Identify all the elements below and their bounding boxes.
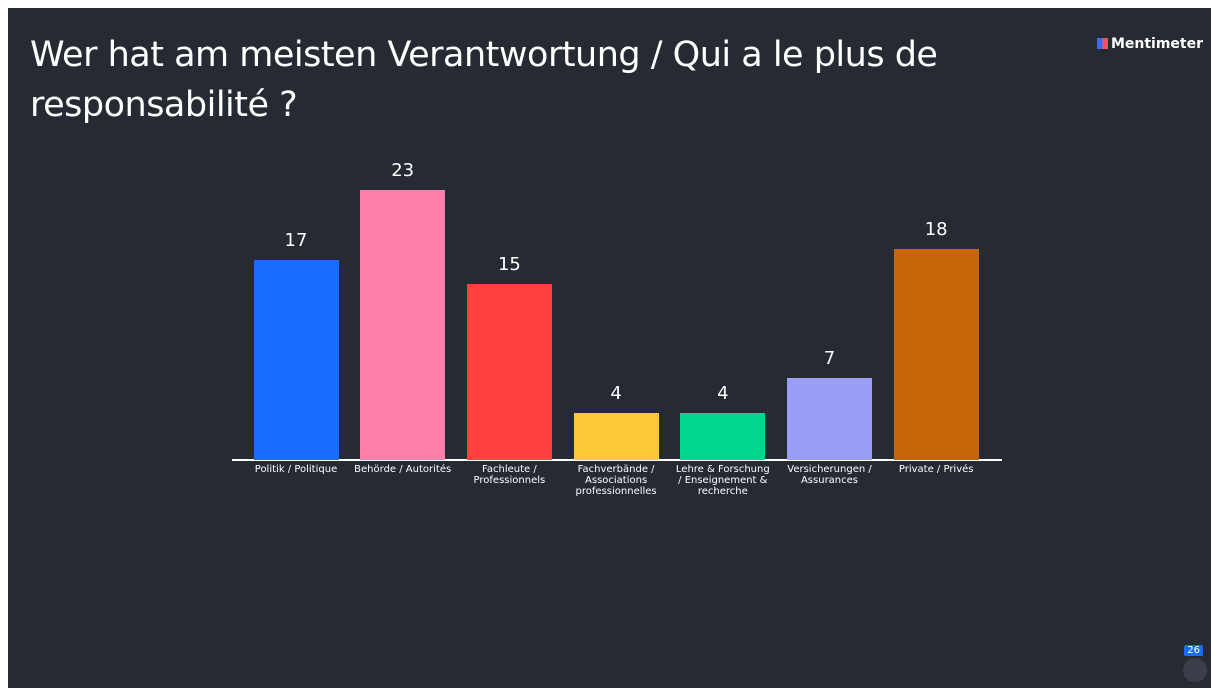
bar: [253, 260, 339, 460]
bar: [360, 190, 446, 460]
x-tick-label: Versicherungen / Assurances: [787, 464, 872, 486]
x-axis: [232, 459, 1002, 461]
x-tick-label: Politik / Politique: [254, 464, 338, 475]
value-label: 18: [924, 218, 948, 240]
x-tick-label: Lehre & Forschung / Enseignement & reche…: [675, 464, 770, 497]
brand-name: Mentimeter: [1110, 36, 1203, 52]
participant-count: 26: [1184, 645, 1203, 656]
value-label: 23: [391, 160, 415, 181]
x-tick-label: Behörde / Autorités: [354, 464, 452, 475]
slide: Wer hat am meisten Verantwortung / Qui a…: [8, 8, 1211, 688]
bar: [573, 413, 659, 460]
x-tick-label: Fachverbände / Associations professionne…: [575, 464, 657, 497]
value-label: 15: [497, 253, 521, 275]
bar: [466, 283, 552, 460]
value-label: 17: [284, 230, 308, 252]
brand-logo: Mentimeter: [1096, 36, 1203, 52]
bar: [787, 377, 872, 460]
participants-icon[interactable]: [1183, 658, 1207, 682]
bar: [893, 248, 979, 460]
value-label: 4: [717, 383, 729, 405]
chart-title: Wer hat am meisten Verantwortung / Qui a…: [30, 35, 938, 125]
x-tick-label: Private / Privés: [898, 464, 974, 475]
bar: [680, 413, 766, 460]
value-label: 4: [610, 383, 622, 405]
x-tick-label: Fachleute / Professionnels: [473, 464, 546, 486]
value-label: 7: [823, 347, 836, 369]
